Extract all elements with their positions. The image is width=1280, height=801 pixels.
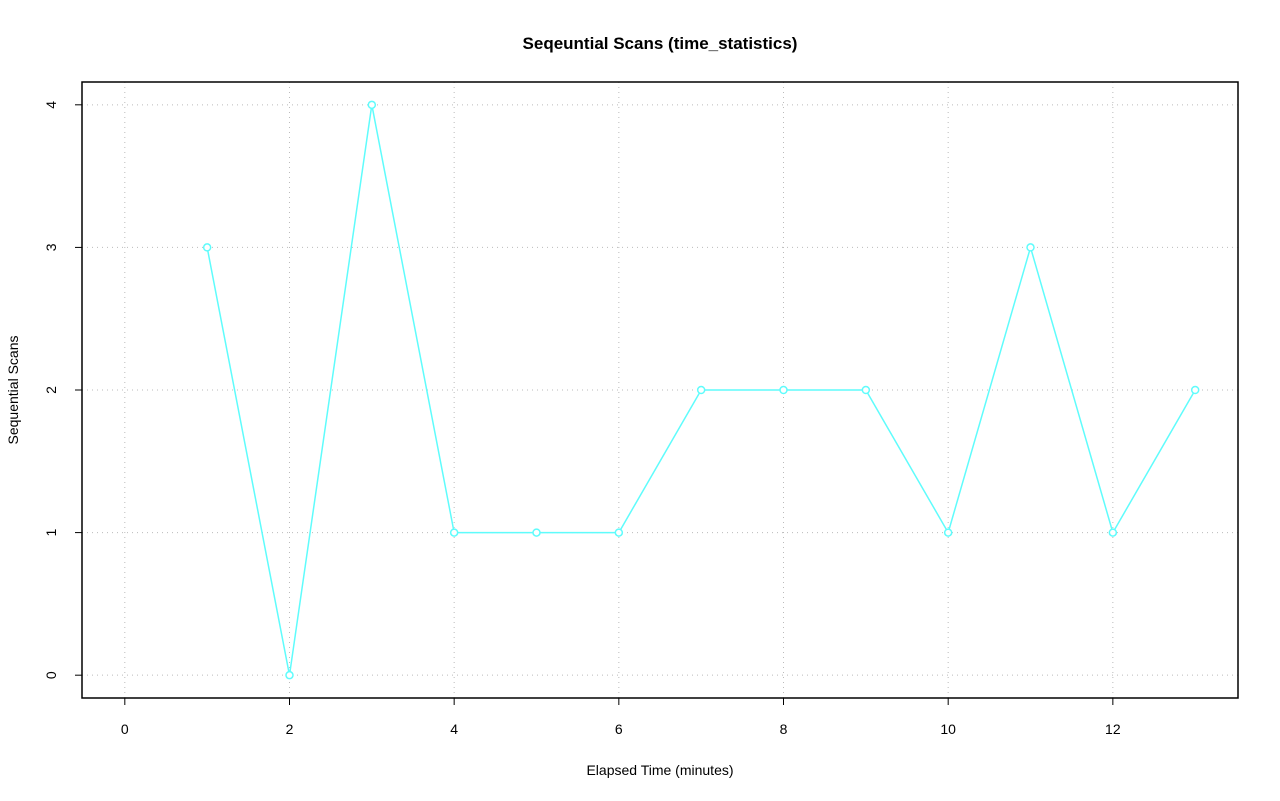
chart-title: Seqeuntial Scans (time_statistics): [523, 34, 798, 53]
x-tick-label: 12: [1105, 721, 1121, 737]
data-point: [1108, 528, 1118, 537]
data-point: [779, 385, 788, 395]
x-tick-label: 2: [286, 721, 294, 737]
data-point: [1190, 385, 1200, 395]
data-point: [943, 528, 953, 537]
y-axis-label: Sequential Scans: [5, 336, 21, 445]
data-point: [532, 528, 541, 537]
data-point: [285, 670, 294, 680]
plot-frame: [81, 81, 1239, 699]
data-point: [1026, 243, 1035, 252]
y-tick-label: 3: [43, 243, 59, 251]
data-point: [449, 528, 459, 537]
x-tick-label: 6: [615, 721, 623, 737]
x-tick-label: 8: [780, 721, 788, 737]
y-tick-label: 4: [43, 101, 59, 109]
y-tick-label: 2: [43, 386, 59, 394]
x-tick-label: 10: [940, 721, 956, 737]
y-tick-label: 0: [43, 671, 59, 679]
x-axis-label: Elapsed Time (minutes): [586, 762, 733, 778]
y-tick-label: 1: [43, 528, 59, 536]
data-point: [861, 385, 871, 395]
x-tick-label: 4: [450, 721, 458, 737]
x-tick-label: 0: [121, 721, 129, 737]
data-point: [202, 243, 212, 252]
data-point: [696, 385, 706, 395]
data-point: [367, 100, 377, 110]
data-point: [614, 528, 624, 537]
